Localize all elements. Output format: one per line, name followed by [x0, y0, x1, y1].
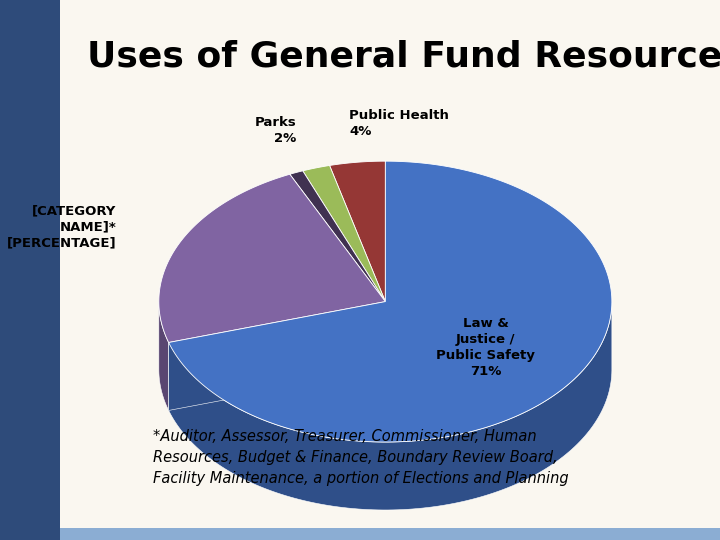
Polygon shape	[168, 302, 385, 410]
Text: Public Health
4%: Public Health 4%	[349, 109, 449, 138]
Text: *Auditor, Assessor, Treasurer, Commissioner, Human
Resources, Budget & Finance, : *Auditor, Assessor, Treasurer, Commissio…	[153, 429, 569, 486]
Text: Law &
Justice /
Public Safety
71%: Law & Justice / Public Safety 71%	[436, 317, 535, 378]
Polygon shape	[159, 174, 385, 342]
Polygon shape	[302, 165, 385, 302]
Polygon shape	[330, 161, 385, 302]
Polygon shape	[168, 161, 612, 442]
Polygon shape	[289, 171, 385, 302]
Text: [CATEGORY
NAME]*
[PERCENTAGE]: [CATEGORY NAME]* [PERCENTAGE]	[6, 205, 117, 249]
Polygon shape	[168, 302, 385, 410]
Polygon shape	[168, 302, 612, 510]
Text: Parks
2%: Parks 2%	[255, 116, 297, 145]
Text: Uses of General Fund Resources: Uses of General Fund Resources	[87, 39, 720, 73]
Polygon shape	[159, 302, 168, 410]
